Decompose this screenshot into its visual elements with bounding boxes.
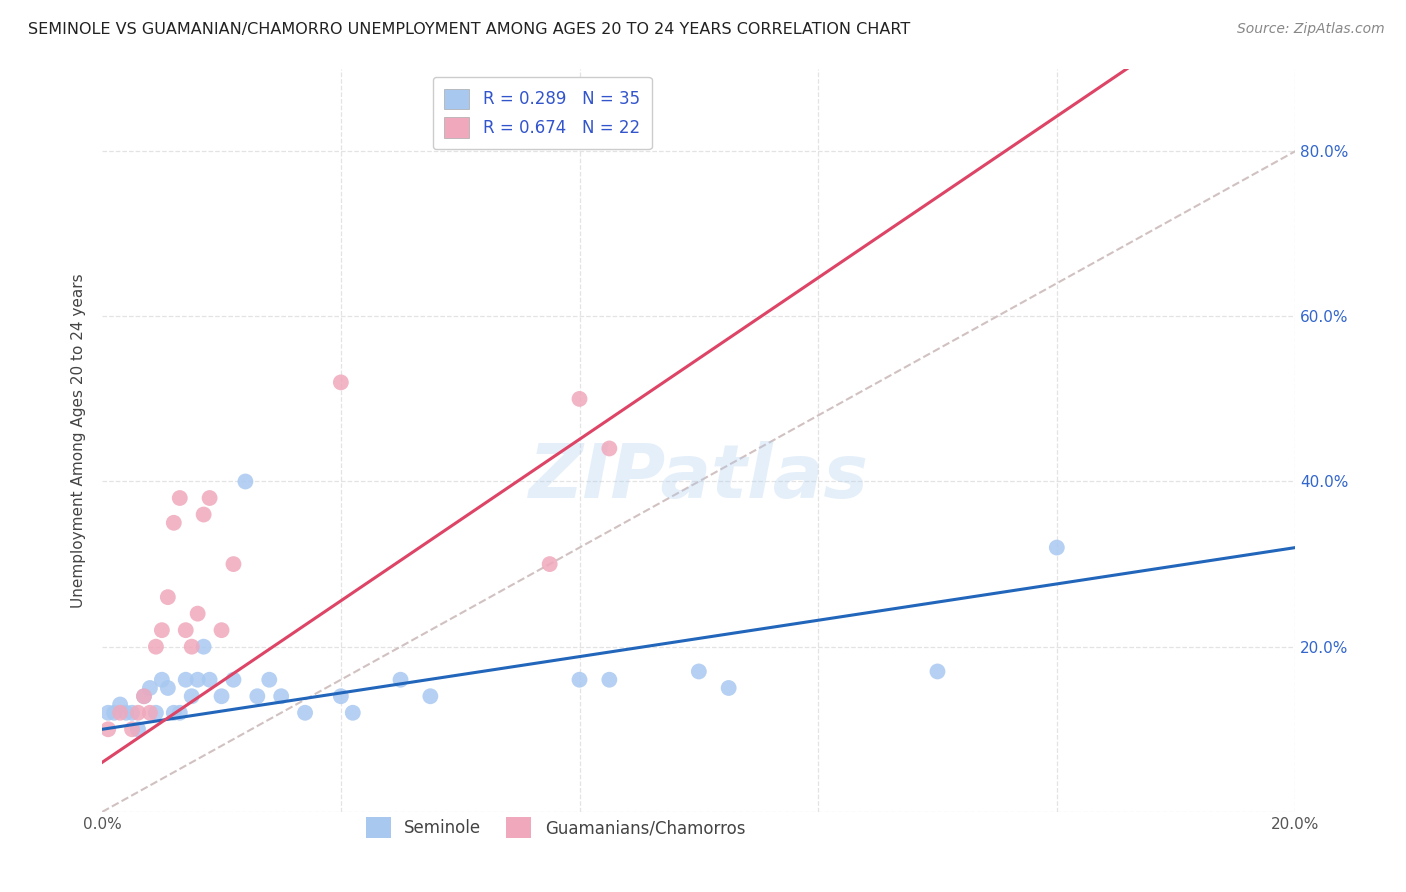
Point bbox=[294, 706, 316, 720]
Point bbox=[717, 681, 740, 695]
Point bbox=[259, 673, 281, 687]
Point bbox=[103, 706, 125, 720]
Point bbox=[927, 665, 949, 679]
Point bbox=[222, 557, 245, 571]
Point bbox=[97, 723, 120, 737]
Point bbox=[1046, 541, 1069, 555]
Point bbox=[163, 706, 186, 720]
Point bbox=[150, 623, 173, 637]
Point bbox=[108, 706, 131, 720]
Point bbox=[688, 665, 710, 679]
Point bbox=[169, 491, 191, 505]
Point bbox=[211, 690, 233, 704]
Point bbox=[145, 706, 167, 720]
Point bbox=[193, 508, 215, 522]
Point bbox=[538, 557, 561, 571]
Point bbox=[568, 392, 591, 406]
Point bbox=[156, 590, 179, 604]
Point bbox=[174, 673, 197, 687]
Point bbox=[180, 640, 202, 654]
Point bbox=[127, 723, 149, 737]
Point bbox=[139, 706, 162, 720]
Point bbox=[187, 607, 209, 621]
Y-axis label: Unemployment Among Ages 20 to 24 years: Unemployment Among Ages 20 to 24 years bbox=[72, 273, 86, 607]
Point bbox=[342, 706, 364, 720]
Point bbox=[121, 706, 143, 720]
Text: ZIPatlas: ZIPatlas bbox=[529, 441, 869, 514]
Point bbox=[187, 673, 209, 687]
Legend: Seminole, Guamanians/Chamorros: Seminole, Guamanians/Chamorros bbox=[360, 811, 752, 845]
Point bbox=[598, 673, 620, 687]
Point bbox=[97, 706, 120, 720]
Point bbox=[180, 690, 202, 704]
Point bbox=[108, 698, 131, 712]
Point bbox=[389, 673, 412, 687]
Point bbox=[156, 681, 179, 695]
Point bbox=[139, 681, 162, 695]
Point bbox=[246, 690, 269, 704]
Point bbox=[150, 673, 173, 687]
Point bbox=[132, 690, 155, 704]
Point bbox=[115, 706, 138, 720]
Point bbox=[127, 706, 149, 720]
Point bbox=[598, 442, 620, 456]
Point bbox=[163, 516, 186, 530]
Text: SEMINOLE VS GUAMANIAN/CHAMORRO UNEMPLOYMENT AMONG AGES 20 TO 24 YEARS CORRELATIO: SEMINOLE VS GUAMANIAN/CHAMORRO UNEMPLOYM… bbox=[28, 22, 910, 37]
Point bbox=[193, 640, 215, 654]
Point bbox=[145, 640, 167, 654]
Point bbox=[198, 491, 221, 505]
Point bbox=[121, 723, 143, 737]
Point bbox=[235, 475, 257, 489]
Point bbox=[270, 690, 292, 704]
Point bbox=[419, 690, 441, 704]
Point bbox=[568, 673, 591, 687]
Point bbox=[329, 376, 352, 390]
Text: Source: ZipAtlas.com: Source: ZipAtlas.com bbox=[1237, 22, 1385, 37]
Point bbox=[132, 690, 155, 704]
Point bbox=[211, 623, 233, 637]
Point bbox=[174, 623, 197, 637]
Point bbox=[198, 673, 221, 687]
Point bbox=[169, 706, 191, 720]
Point bbox=[222, 673, 245, 687]
Point bbox=[329, 690, 352, 704]
